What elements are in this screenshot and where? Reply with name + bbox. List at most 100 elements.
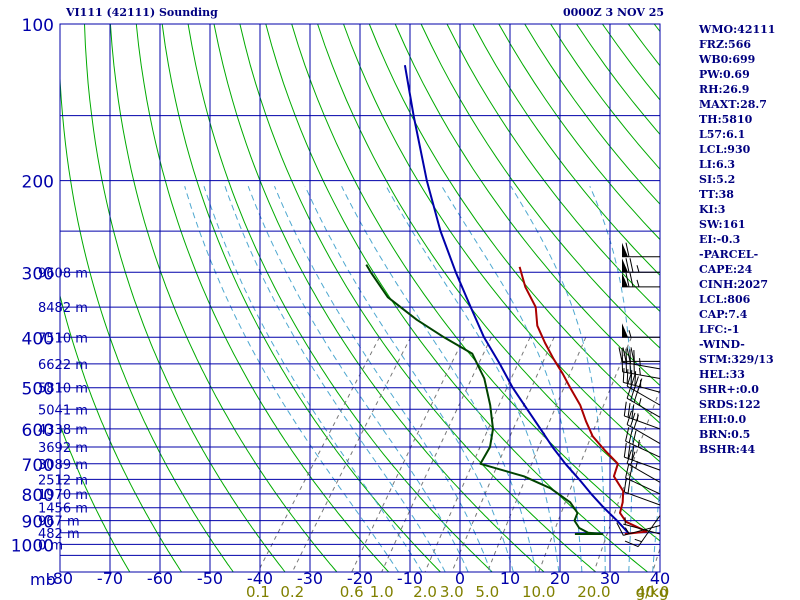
dry-adiabat-line xyxy=(213,24,545,572)
wind-barb-staff xyxy=(623,523,661,535)
dry-adiabat-line xyxy=(161,24,441,572)
wind-barb-feather xyxy=(630,412,636,427)
wind-barb-staff xyxy=(625,477,661,495)
pressure-tick-label: 500 xyxy=(22,380,54,400)
dry-adiabat-line xyxy=(420,24,660,349)
wind-barb-feather xyxy=(627,444,631,459)
wind-barb xyxy=(623,517,661,535)
mixing-ratio-line xyxy=(451,337,555,572)
moist-adiabat-line xyxy=(652,477,660,572)
moist-adiabat-line xyxy=(510,185,606,572)
height-label: 7510 m xyxy=(38,331,88,346)
wind-barb-staff xyxy=(624,456,661,471)
wind-barb xyxy=(623,442,661,471)
wind-barb-half-feather xyxy=(624,527,630,535)
height-label: 3692 m xyxy=(38,441,88,456)
wind-barb xyxy=(618,347,660,362)
wind-barb-feather xyxy=(622,347,627,362)
sounding-title: VI111 (42111) Sounding xyxy=(66,6,218,19)
mixing-ratio-label: 3.0 xyxy=(440,583,464,600)
wind-barb-feather xyxy=(633,376,639,391)
wind-barb-staff xyxy=(622,371,661,379)
pressure-tick-label: 400 xyxy=(22,329,54,349)
dry-adiabat-line xyxy=(60,423,131,572)
wind-barb-feather xyxy=(629,258,634,273)
wind-barb-feather xyxy=(624,540,639,548)
dry-adiabat-line xyxy=(317,24,660,502)
sounding-parameter: LCL:806 xyxy=(699,293,751,306)
moist-adiabat-line xyxy=(589,186,633,572)
sounding-parameter: CAP:7.4 xyxy=(699,308,748,321)
sounding-parameter: EHI:0.0 xyxy=(699,413,747,426)
wind-barb-feather xyxy=(626,369,629,384)
height-label: 482 m xyxy=(38,527,80,542)
moist-adiabat-line xyxy=(224,186,446,572)
temperature-tick-label: 10 xyxy=(500,569,520,588)
height-label: 0 m xyxy=(38,538,63,553)
temperature-tick-label: 40 xyxy=(650,569,670,588)
sounding-parameter: SRDS:122 xyxy=(699,398,761,411)
wind-barb-feather xyxy=(630,374,636,389)
dry-adiabat-line xyxy=(291,24,660,542)
plot-frame xyxy=(59,23,661,573)
height-label: 5041 m xyxy=(38,403,88,418)
wind-barb-feather xyxy=(637,378,643,393)
wind-barb xyxy=(622,258,660,273)
wind-barb-half-feather xyxy=(636,413,639,421)
height-label: 6622 m xyxy=(38,358,88,373)
mixing-ratio-line xyxy=(351,337,465,572)
wind-barb xyxy=(623,401,661,430)
wind-barb-staff xyxy=(626,397,661,418)
wind-barb xyxy=(626,449,661,483)
temperature-tick-label: -10 xyxy=(397,569,423,588)
mixing-ratio-unit: g/kg xyxy=(636,583,669,600)
wind-barb-feather xyxy=(631,404,635,419)
wind-barb-feather xyxy=(622,368,625,383)
sounding-parameter: KI:3 xyxy=(699,203,726,216)
wind-barb-pennant xyxy=(622,272,628,287)
wind-barb xyxy=(623,477,661,506)
sounding-parameter: WB0:699 xyxy=(699,53,756,66)
wind-barb-feather xyxy=(625,427,630,442)
dry-adiabat-line xyxy=(239,24,597,572)
sounding-parameter: BSHR:44 xyxy=(699,443,756,456)
wind-barb xyxy=(622,368,661,393)
height-label: 5810 m xyxy=(38,382,88,397)
sounding-parameter: SW:161 xyxy=(699,218,746,231)
height-label: 3089 m xyxy=(38,458,88,473)
dry-adiabat-line xyxy=(60,293,183,572)
wind-barb-staff xyxy=(626,424,661,444)
height-label: 4338 m xyxy=(38,423,88,438)
mixing-ratio-line xyxy=(291,337,412,572)
sounding-parameter: CAPE:24 xyxy=(699,263,753,276)
height-label: 967 m xyxy=(38,515,80,530)
mixing-ratio-label: 1.0 xyxy=(370,583,394,600)
sounding-parameter: SHR+:0.0 xyxy=(699,383,759,396)
wind-barb-staff xyxy=(624,491,661,506)
dry-adiabat-line xyxy=(472,24,660,277)
wind-barb-pennant xyxy=(622,323,628,338)
sounding-parameter: L57:6.1 xyxy=(699,128,746,141)
moist-adiabat-line xyxy=(304,185,514,572)
temperature-tick-label: -40 xyxy=(247,569,273,588)
mixing-ratio-label: 0.1 xyxy=(246,583,270,600)
sounding-parameter: TH:5810 xyxy=(699,113,753,126)
wind-barb xyxy=(622,323,660,338)
dewpoint-line xyxy=(365,264,604,535)
wind-barb-staff xyxy=(637,515,661,547)
moist-adiabat-line xyxy=(341,185,537,572)
plot-area xyxy=(60,24,800,572)
dry-adiabat-line xyxy=(265,24,648,572)
dry-adiabat-line xyxy=(784,24,800,572)
wind-barb-feather xyxy=(634,371,637,386)
wind-barb-feather xyxy=(623,477,627,493)
wind-barb-half-feather xyxy=(635,461,639,469)
mixing-ratio-label: 0.6 xyxy=(340,583,364,600)
wind-barb-half-feather xyxy=(637,439,640,448)
sounding-parameter: WMO:42111 xyxy=(699,23,776,36)
wind-barb-feather xyxy=(625,348,628,363)
wind-barb-feather xyxy=(625,242,630,257)
wind-barb-staff xyxy=(623,381,661,393)
wind-barb-feather xyxy=(633,350,635,365)
temperature-line xyxy=(518,266,648,535)
